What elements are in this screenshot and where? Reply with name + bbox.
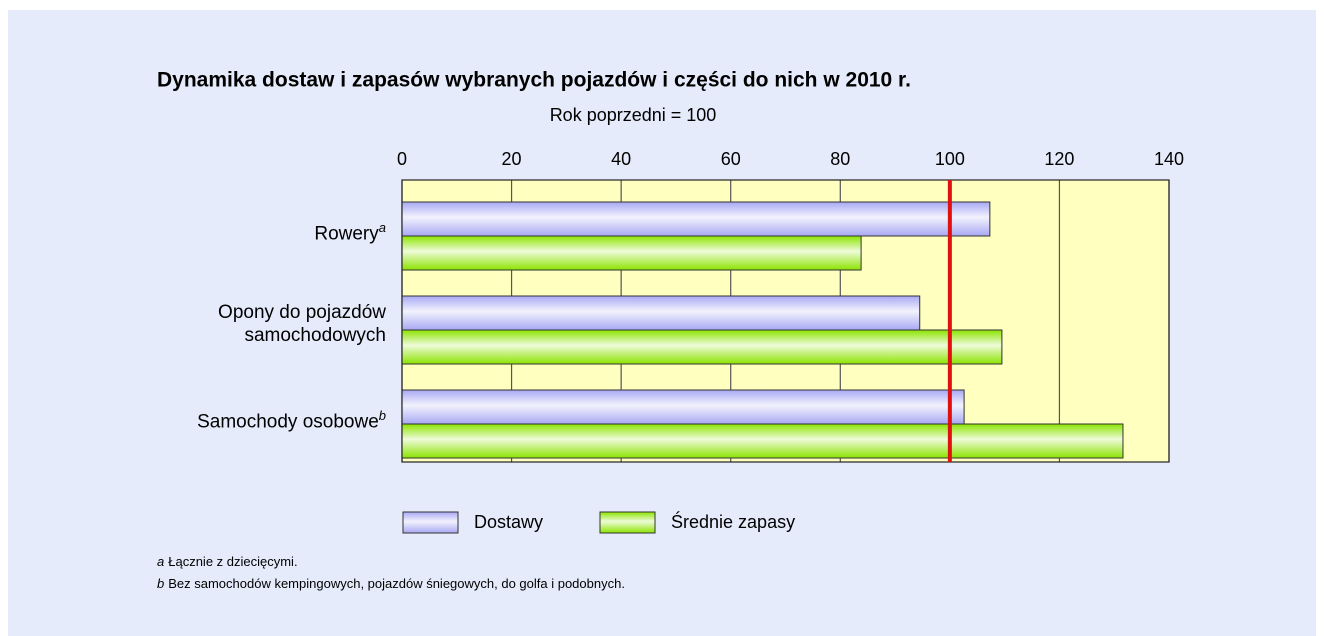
category-text: Rowery — [314, 222, 379, 244]
chart-subtitle: Rok poprzedni = 100 — [550, 105, 717, 125]
bar — [401, 235, 862, 271]
legend-label: Dostawy — [474, 512, 543, 532]
bar — [401, 423, 1124, 459]
chart-title: Dynamika dostaw i zapasów wybranych poja… — [157, 69, 911, 92]
category-superscript: a — [378, 219, 386, 235]
category-label: Samochody osoboweb — [146, 404, 386, 433]
category-text: Samochody osobowe — [197, 410, 379, 432]
footnote-marker: b — [157, 576, 165, 591]
plot-border — [401, 179, 1170, 463]
x-tick-label: 80 — [830, 149, 850, 169]
bar — [401, 329, 1003, 365]
x-tick-label: 100 — [935, 149, 965, 169]
bar — [401, 201, 991, 237]
category-text: Opony do pojazdów samochodowych — [218, 302, 386, 346]
footnote-text: Łącznie z dziecięcymi. — [168, 554, 298, 569]
legend-label: Średnie zapasy — [671, 511, 795, 532]
footnote-text: Bez samochodów kempingowych, pojazdów śn… — [168, 576, 625, 591]
footnote: a Łącznie z dziecięcymi. — [157, 554, 298, 569]
category-label: Opony do pojazdów samochodowych — [146, 301, 386, 347]
legend-swatch — [402, 511, 459, 534]
x-tick-label: 60 — [721, 149, 741, 169]
footnote: b Bez samochodów kempingowych, pojazdów ś… — [157, 576, 625, 591]
x-tick-label: 120 — [1044, 149, 1074, 169]
legend-swatch — [599, 511, 656, 534]
bar — [401, 295, 921, 331]
x-tick-label: 20 — [502, 149, 522, 169]
bar — [401, 389, 965, 425]
x-tick-label: 140 — [1154, 149, 1184, 169]
category-label: Rowerya — [146, 216, 386, 245]
x-tick-label: 0 — [397, 149, 407, 169]
footnote-marker: a — [157, 554, 165, 569]
category-superscript: b — [378, 407, 386, 423]
x-tick-label: 40 — [611, 149, 631, 169]
